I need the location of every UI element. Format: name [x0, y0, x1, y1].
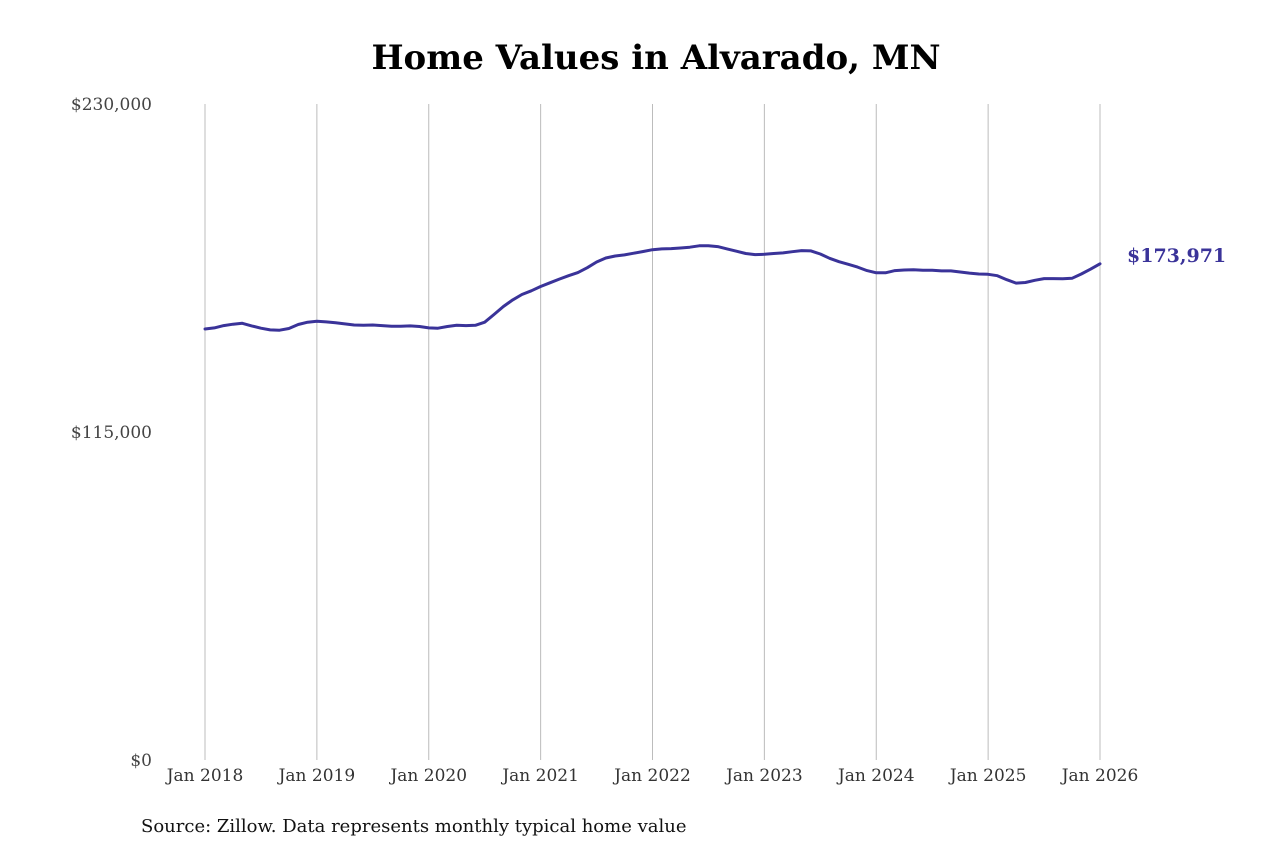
x-tick-label: Jan 2023 [724, 766, 803, 786]
x-axis-ticks: Jan 2018 Jan 2019 Jan 2020 Jan 2021 Jan 2022… [165, 766, 1139, 786]
y-tick-label: $115,000 [71, 423, 152, 443]
source-note: Source: Zillow. Data represents monthly … [141, 816, 687, 837]
gridlines [204, 104, 1101, 760]
series-layer: $173,971 [203, 244, 1226, 332]
y-tick-label: $230,000 [71, 95, 152, 115]
y-tick-label: $0 [130, 751, 152, 771]
x-tick-label: Jan 2025 [948, 766, 1027, 786]
series-end-label: $173,971 [1127, 245, 1226, 267]
x-tick-label: Jan 2026 [1060, 766, 1139, 786]
x-tick-label: Jan 2021 [500, 766, 579, 786]
x-tick-label: Jan 2018 [165, 766, 244, 786]
x-tick-label: Jan 2020 [388, 766, 467, 786]
x-tick-label: Jan 2022 [612, 766, 691, 786]
chart-title: Home Values in Alvarado, MN [371, 38, 941, 78]
y-axis-ticks: $0 $115,000 $230,000 [71, 95, 152, 771]
series-line [203, 244, 1102, 332]
x-tick-label: Jan 2019 [277, 766, 356, 786]
x-tick-label: Jan 2024 [836, 766, 915, 786]
